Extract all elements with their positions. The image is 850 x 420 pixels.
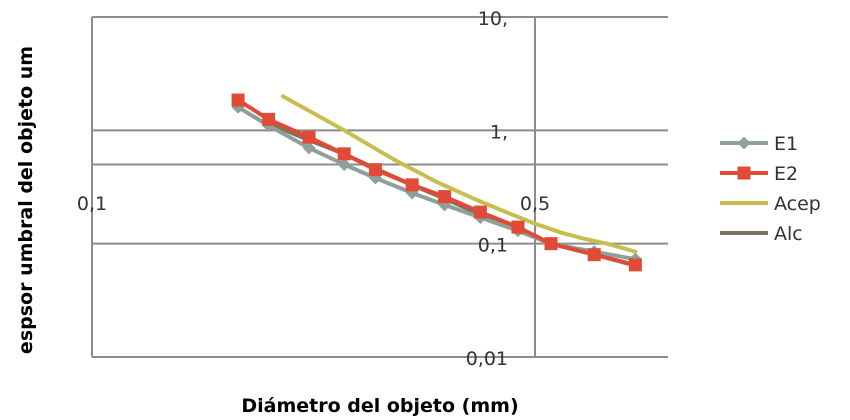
data-point-e2 xyxy=(544,237,558,251)
data-point-e2 xyxy=(438,190,452,204)
data-point-e1 xyxy=(337,157,351,171)
x-tick-label: 0,5 xyxy=(520,193,550,215)
legend-label-e1: E1 xyxy=(774,133,798,155)
x-axis-title: Diámetro del objeto (mm) xyxy=(241,395,518,417)
data-point-e2 xyxy=(473,205,487,219)
y-tick-label: 10, xyxy=(478,8,508,30)
series-line-e2 xyxy=(236,98,638,267)
y-tick-label: 0,1 xyxy=(478,235,508,257)
data-point-e2 xyxy=(302,130,316,144)
legend-marker-e2 xyxy=(737,166,751,180)
y-tick-label: 0,01 xyxy=(466,348,508,370)
y-axis-title: espsor umbral del objeto um xyxy=(15,46,37,354)
legend: E1 E2 Acep Alc xyxy=(720,133,821,245)
data-point-e1 xyxy=(302,141,316,155)
data-point-e2 xyxy=(231,93,245,107)
legend-marker-e1 xyxy=(737,136,751,150)
data-point-e2 xyxy=(405,178,419,192)
data-point-e2 xyxy=(368,163,382,177)
data-point-e2 xyxy=(587,248,601,262)
series-layer xyxy=(231,93,642,272)
legend-label-alc: Alc xyxy=(774,223,803,245)
tick-label-layer: 0,1 0,5 0,01 0,1 1, 10, xyxy=(77,8,550,370)
legend-label-acep: Acep xyxy=(774,193,821,215)
x-tick-label: 0,1 xyxy=(77,193,107,215)
legend-label-e2: E2 xyxy=(774,163,798,185)
series-line-acep xyxy=(280,94,638,254)
grid-layer xyxy=(91,16,668,358)
data-point-e2 xyxy=(628,258,642,272)
data-point-e2 xyxy=(262,112,276,126)
y-tick-label: 1, xyxy=(490,121,508,143)
data-point-e2 xyxy=(337,147,351,161)
data-point-e2 xyxy=(511,220,525,234)
